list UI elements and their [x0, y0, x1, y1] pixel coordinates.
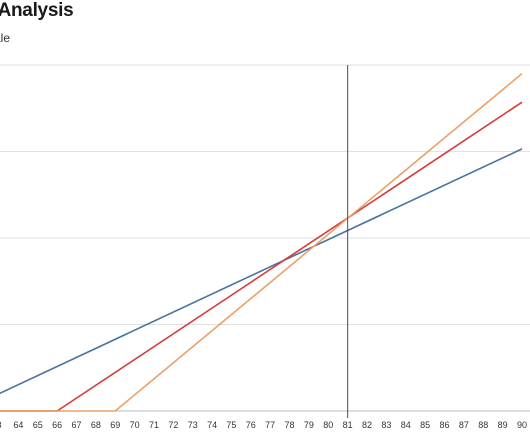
- x-tick-label: 70: [130, 420, 140, 430]
- x-tick-label: 83: [381, 420, 391, 430]
- x-tick-label: 69: [110, 420, 120, 430]
- x-tick-label: 82: [362, 420, 372, 430]
- x-tick-label: 81: [343, 420, 353, 430]
- chart-subtitle: ale: [0, 31, 11, 45]
- x-tick-label: 75: [226, 420, 236, 430]
- x-tick-label: 89: [498, 420, 508, 430]
- series-line-3: [0, 73, 523, 412]
- series-lines: [0, 73, 523, 412]
- gridlines: [0, 64, 530, 412]
- x-axis: 3 64 65 66 67 68 69 70 71 72 73 74 75 76 77 78 79 80 81 82 8…: [0, 420, 527, 430]
- x-tick-label: 85: [420, 420, 430, 430]
- x-tick-label: 76: [246, 420, 256, 430]
- series-line-2: [0, 101, 523, 412]
- x-tick-label: 71: [149, 420, 159, 430]
- x-tick-label: 78: [285, 420, 295, 430]
- x-tick-label: 64: [13, 420, 23, 430]
- x-tick-label: 84: [401, 420, 411, 430]
- x-tick-label: 73: [188, 420, 198, 430]
- x-tick-label: 86: [440, 420, 450, 430]
- x-tick-label: 72: [168, 420, 178, 430]
- series-line-1: [0, 148, 523, 395]
- x-tick-label: 67: [71, 420, 81, 430]
- x-tick-label: 77: [265, 420, 275, 430]
- x-tick-label: 80: [323, 420, 333, 430]
- x-tick-label: 65: [33, 420, 43, 430]
- x-tick-label: 88: [478, 420, 488, 430]
- x-tick-label: 74: [207, 420, 217, 430]
- x-tick-label: 79: [304, 420, 314, 430]
- x-tick-label: 87: [459, 420, 469, 430]
- x-tick-label: 3: [0, 420, 2, 430]
- chart-title: n Analysis: [0, 0, 74, 21]
- x-tick-label: 90: [517, 420, 527, 430]
- x-tick-label: 68: [91, 420, 101, 430]
- x-tick-label: 66: [52, 420, 62, 430]
